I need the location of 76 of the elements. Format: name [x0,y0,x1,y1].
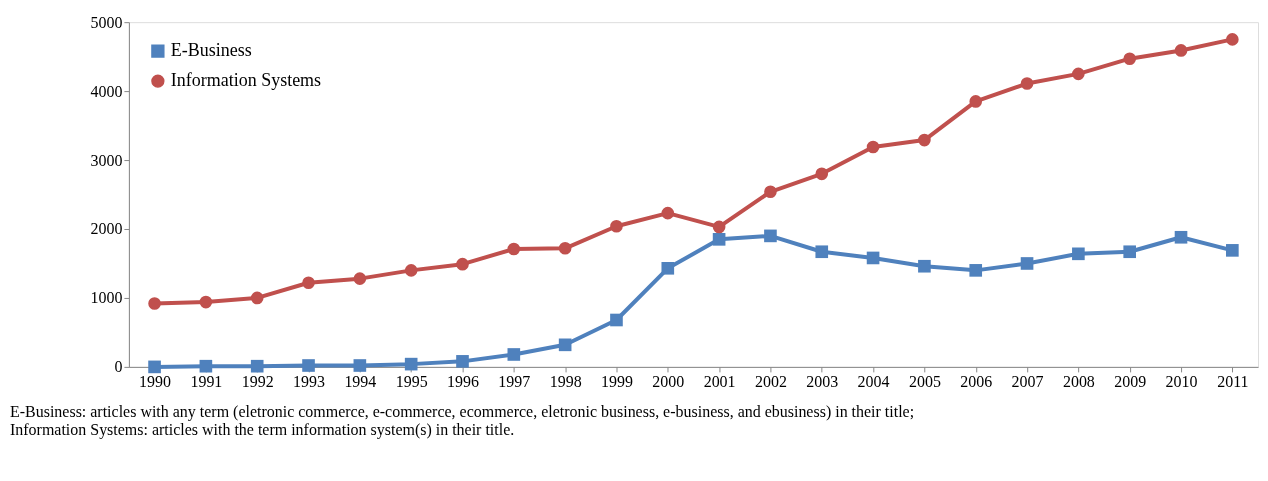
point [199,295,213,309]
point [661,206,675,220]
x-tick-label: 2003 [806,373,839,391]
x-tick-label: 2011 [1217,373,1249,391]
point [661,261,675,275]
point [302,276,315,290]
point [1226,33,1239,46]
x-tick-label: 1990 [139,373,172,391]
point [507,348,521,361]
point [764,229,777,243]
point [969,95,983,108]
point [712,233,726,246]
point [456,355,469,368]
x-tick-label: 1993 [293,373,326,391]
point [302,359,315,372]
point [918,259,931,273]
point [969,264,983,277]
x-tick-label: 2006 [960,373,993,391]
x-tick-label: 1995 [395,373,428,391]
point [558,241,572,255]
point [1020,77,1034,90]
x-tick-label: 1994 [344,373,377,391]
point [815,167,829,181]
y-tick-label: 1000 [90,289,123,307]
x-tick-label: 2004 [857,373,890,391]
y-tick-label: 5000 [90,13,123,31]
x-tick-label: 2010 [1165,373,1198,391]
point [815,245,829,259]
point [866,140,880,154]
point [148,360,161,374]
point [1072,67,1085,81]
point [353,272,367,285]
x-tick-label: 1997 [498,373,531,391]
y-tick-label: 4000 [90,82,123,100]
y-tick-label: 2000 [90,220,123,238]
point [1174,44,1188,57]
legend-label: E-Business [170,40,252,61]
x-tick-label: 2001 [703,373,736,391]
x-tick-label: 1992 [241,373,274,391]
text: E-Business: articles with any term (eletronic commerce, e-commerce, ecommerce, eletronic business, e-business, and ebusiness) in their title; [9,402,915,421]
legend-label: Information Systems [170,70,322,91]
x-tick-label: 2008 [1062,373,1095,391]
point [1226,244,1239,257]
point [404,357,418,371]
point [866,251,880,265]
x-tick-label: 1998 [549,373,582,391]
x-tick-label: 1991 [190,373,223,391]
y-tick-label: 3000 [90,151,123,169]
x-tick-label: 2007 [1011,373,1044,391]
point [1020,257,1034,270]
x-tick-label: 2002 [754,373,787,391]
point [610,219,623,233]
point [764,185,777,199]
point [712,220,726,234]
point [1174,230,1188,244]
point [610,313,623,327]
point [558,338,572,352]
point [404,264,418,277]
point [456,257,469,271]
point [1072,247,1085,261]
point [250,359,264,373]
point [507,242,521,256]
point [918,133,931,147]
point [250,291,264,305]
point [1123,245,1137,259]
text: Information Systems: articles with the term information system(s) in their title. [9,420,515,439]
point [1123,52,1137,66]
x-tick-label: 1999 [601,373,633,391]
x-tick-label: 2009 [1114,373,1147,391]
x-tick-label: 2005 [908,373,941,391]
point [199,359,213,373]
point [353,359,367,372]
x-tick-label: 1996 [447,373,479,391]
point [148,297,161,310]
x-tick-label: 2000 [652,373,685,391]
y-tick-label: 0 [114,358,123,376]
